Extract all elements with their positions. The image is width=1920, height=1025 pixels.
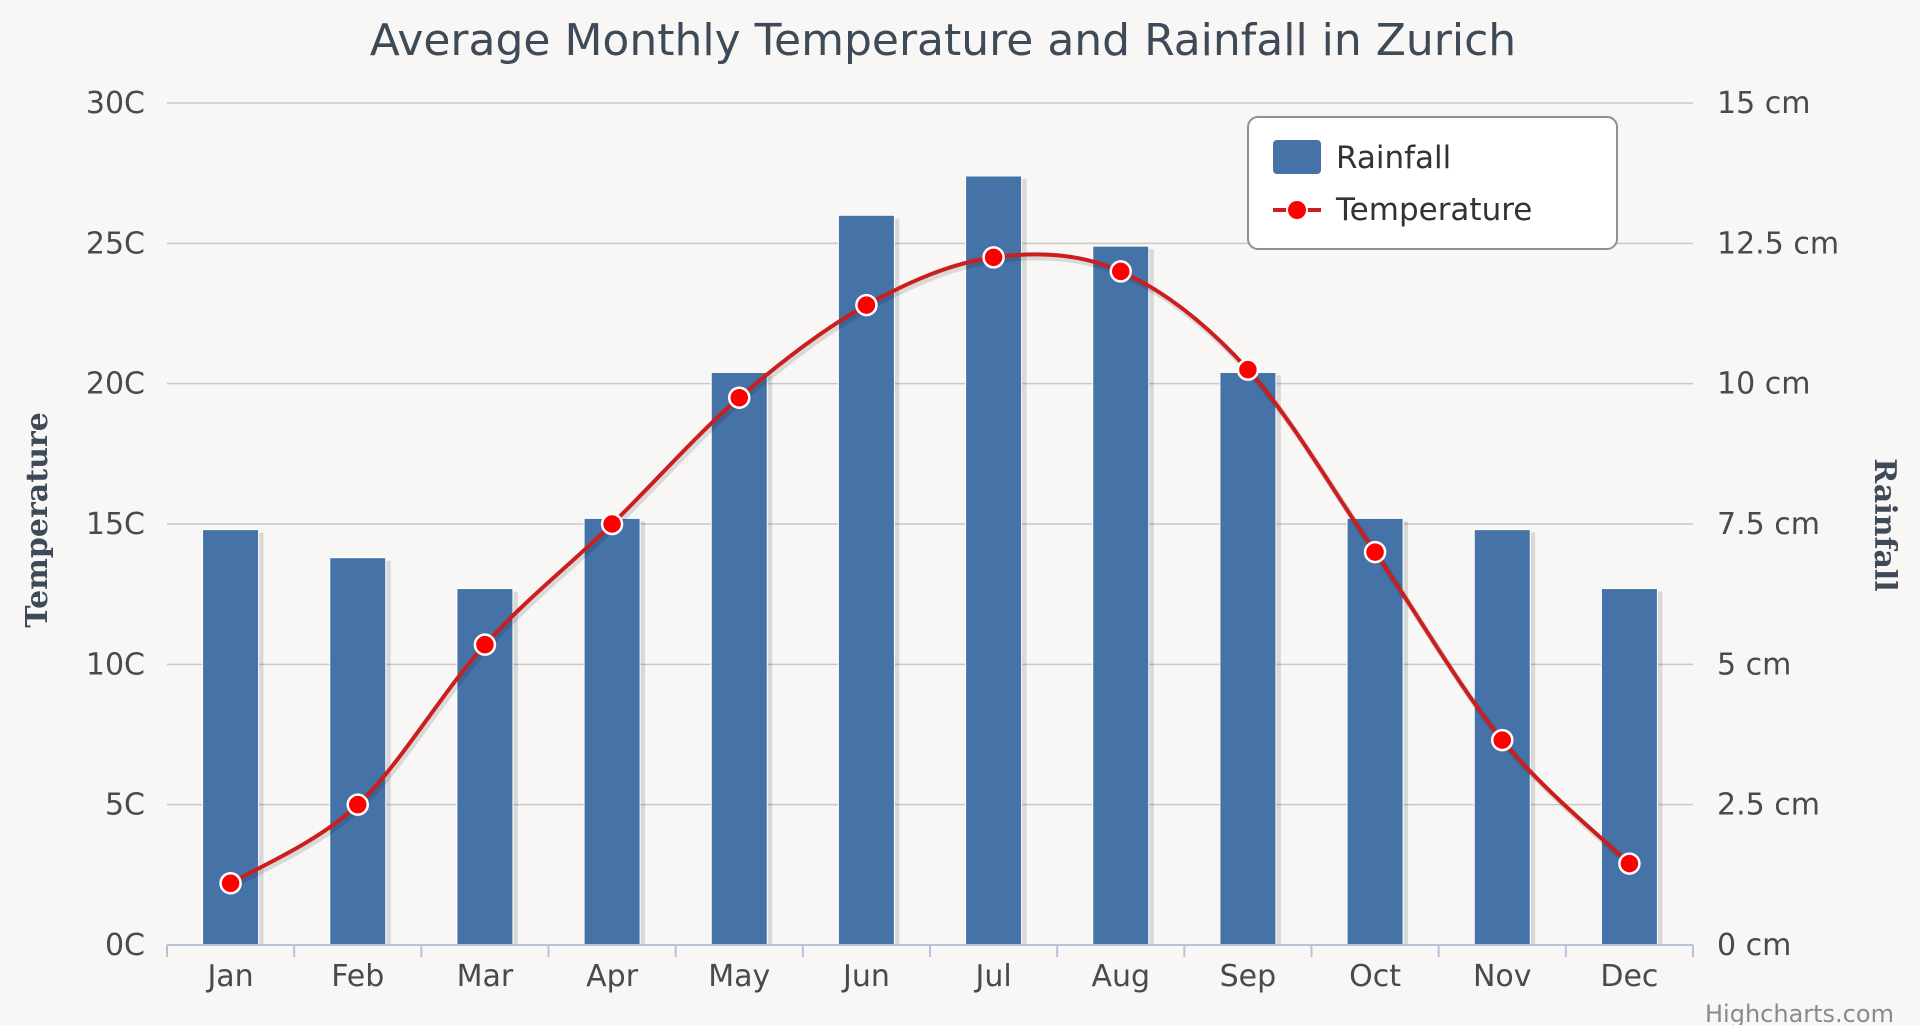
right-tick-label: 7.5 cm <box>1717 507 1820 542</box>
temperature-point <box>219 872 242 895</box>
left-axis-ticks: 0C 5C 10C 15C 20C 25C 30C <box>86 86 145 963</box>
rainfall-bar <box>1600 588 1658 946</box>
temperature-point <box>600 512 624 536</box>
temperature-line <box>219 246 1641 895</box>
right-tick-label: 12.5 cm <box>1717 226 1839 261</box>
legend-item-rainfall[interactable]: Rainfall <box>1273 140 1451 176</box>
grid-lines <box>167 102 1693 806</box>
chart-title: Average Monthly Temperature and Rainfall… <box>370 15 1516 66</box>
legend-swatch-rainfall <box>1273 140 1321 174</box>
legend-box <box>1247 116 1618 250</box>
x-tick-label: Apr <box>586 959 639 994</box>
temperature-point <box>1491 728 1514 752</box>
left-tick-label: 10C <box>86 647 145 682</box>
x-tick-label: Sep <box>1220 959 1277 994</box>
x-tick-label: Nov <box>1473 959 1532 994</box>
rainfall-bars <box>202 175 1663 946</box>
right-tick-label: 15 cm <box>1717 86 1810 121</box>
credit-text[interactable]: Highcharts.com <box>1705 1000 1894 1025</box>
x-tick-label: Feb <box>331 959 384 994</box>
temperature-point <box>1363 540 1387 564</box>
rainfall-bar <box>710 371 768 946</box>
left-tick-label: 30C <box>86 86 145 121</box>
legend-label-temperature: Temperature <box>1335 192 1532 228</box>
left-axis-title: Temperature <box>20 412 55 628</box>
temperature-line-shadow <box>231 254 1634 889</box>
right-axis-ticks: 0 cm 2.5 cm 5 cm 7.5 cm 10 cm 12.5 cm 15 cm <box>1717 86 1839 963</box>
temperature-point <box>473 633 497 656</box>
x-tick-label: Jul <box>973 959 1011 994</box>
temperature-point <box>1236 358 1260 381</box>
right-tick-label: 10 cm <box>1717 367 1810 402</box>
left-tick-label: 25C <box>86 226 145 261</box>
legend-item-temperature[interactable]: Temperature <box>1273 192 1532 228</box>
right-axis-title: Rainfall <box>1867 458 1902 591</box>
legend-swatch-temperature-marker <box>1286 199 1308 221</box>
left-tick-label: 0C <box>105 928 145 963</box>
rainfall-bar <box>583 517 641 946</box>
left-tick-label: 5C <box>105 788 145 823</box>
right-tick-label: 2.5 cm <box>1717 788 1820 823</box>
temperature-point <box>1618 852 1641 875</box>
rainfall-bar <box>965 175 1023 946</box>
x-tick-label: Mar <box>457 959 514 994</box>
temperature-point <box>346 793 369 816</box>
left-tick-label: 15C <box>86 507 145 542</box>
temperature-point <box>728 386 751 409</box>
legend[interactable]: Rainfall Temperature <box>1247 116 1618 250</box>
right-tick-label: 5 cm <box>1717 647 1791 682</box>
x-tick-label: Dec <box>1600 959 1658 994</box>
temperature-point <box>855 293 878 317</box>
rainfall-bar <box>329 557 387 946</box>
right-tick-label: 0 cm <box>1717 928 1791 963</box>
x-tick-label: May <box>708 959 770 994</box>
left-tick-label: 20C <box>86 367 145 402</box>
x-tick-label: Jun <box>841 959 890 994</box>
legend-label-rainfall: Rainfall <box>1336 140 1451 176</box>
temperature-point <box>1109 260 1132 283</box>
temperature-point <box>982 246 1005 269</box>
rainfall-bar <box>1219 371 1277 946</box>
temperature-line-path <box>229 252 1631 885</box>
rainfall-bar <box>837 214 895 946</box>
x-axis: Jan Feb Mar Apr May Jun Jul Aug Sep Oct Nov Dec <box>166 944 1694 994</box>
rainfall-bar <box>1092 245 1150 946</box>
rainfall-bar <box>1346 517 1404 946</box>
x-tick-label: Jan <box>205 959 253 994</box>
x-tick-label: Aug <box>1091 959 1150 994</box>
x-tick-label: Oct <box>1349 959 1401 994</box>
